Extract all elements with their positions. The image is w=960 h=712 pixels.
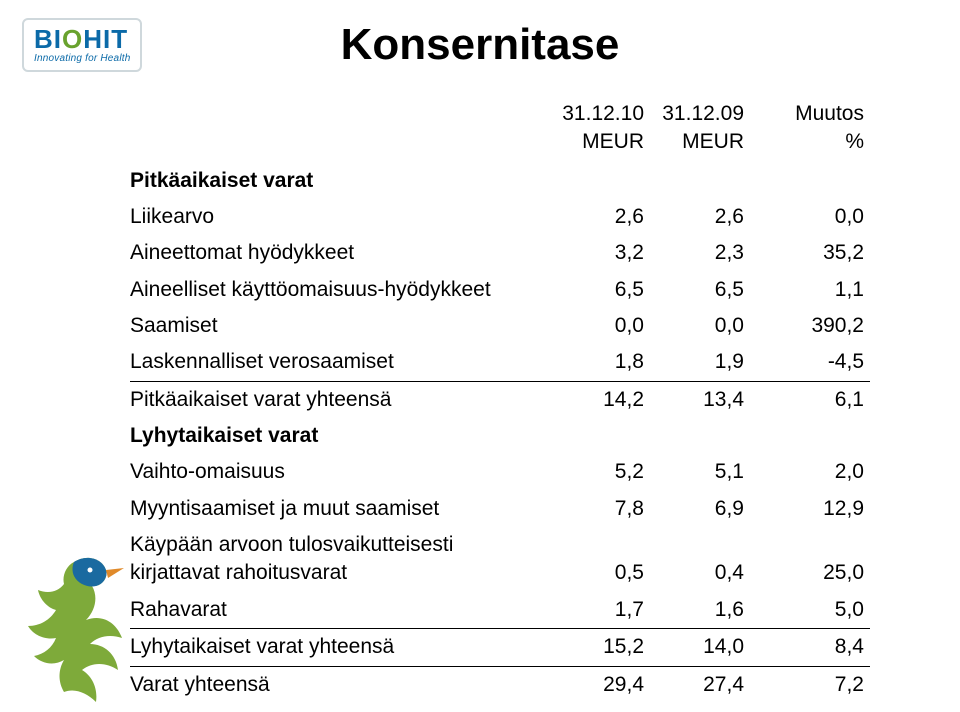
row-value-3: 0,0 xyxy=(750,199,870,235)
table-row: Liikearvo2,62,60,0 xyxy=(130,199,870,235)
row-value-1: 0,0 xyxy=(550,308,650,344)
row-label: Laskennalliset verosaamiset xyxy=(130,344,550,381)
header-empty xyxy=(130,96,550,128)
table-row: Varat yhteensä29,427,47,2 xyxy=(130,666,870,703)
row-label: Rahavarat xyxy=(130,592,550,629)
row-value-3 xyxy=(750,418,870,454)
table-row: Lyhytaikaiset varat xyxy=(130,418,870,454)
table-row: Laskennalliset verosaamiset1,81,9-4,5 xyxy=(130,344,870,381)
page-title: Konsernitase xyxy=(0,20,960,70)
table-row: Rahavarat1,71,65,0 xyxy=(130,592,870,629)
row-label: Lyhytaikaiset varat xyxy=(130,418,550,454)
header-dates-row: 31.12.10 31.12.09 Muutos xyxy=(130,96,870,128)
row-value-1 xyxy=(550,418,650,454)
slide: BIOHIT Innovating for Health Konsernitas… xyxy=(0,0,960,712)
balance-table: 31.12.10 31.12.09 Muutos MEUR MEUR % Pit… xyxy=(130,96,870,703)
header-unit-1: MEUR xyxy=(550,128,650,162)
row-value-2 xyxy=(650,163,750,199)
row-value-1: 6,5 xyxy=(550,272,650,308)
header-date-3: Muutos xyxy=(750,96,870,128)
row-value-3: -4,5 xyxy=(750,344,870,381)
row-value-3: 2,0 xyxy=(750,454,870,490)
row-value-3: 390,2 xyxy=(750,308,870,344)
table-row: Aineelliset käyttöomaisuus-hyödykkeet6,5… xyxy=(130,272,870,308)
balance-table-wrap: 31.12.10 31.12.09 Muutos MEUR MEUR % Pit… xyxy=(130,96,870,703)
row-label: Lyhytaikaiset varat yhteensä xyxy=(130,629,550,666)
row-value-3: 1,1 xyxy=(750,272,870,308)
row-label: Liikearvo xyxy=(130,199,550,235)
row-value-2: 2,3 xyxy=(650,235,750,271)
row-value-1: 1,7 xyxy=(550,592,650,629)
row-value-3: 6,1 xyxy=(750,381,870,418)
header-date-2: 31.12.09 xyxy=(650,96,750,128)
table-head: 31.12.10 31.12.09 Muutos MEUR MEUR % xyxy=(130,96,870,163)
row-value-3: 35,2 xyxy=(750,235,870,271)
row-value-3: 7,2 xyxy=(750,666,870,703)
row-label: Vaihto-omaisuus xyxy=(130,454,550,490)
header-units-row: MEUR MEUR % xyxy=(130,128,870,162)
row-value-2: 1,6 xyxy=(650,592,750,629)
header-empty-2 xyxy=(130,128,550,162)
row-value-1: 14,2 xyxy=(550,381,650,418)
row-value-2: 6,9 xyxy=(650,491,750,527)
table-row: Lyhytaikaiset varat yhteensä15,214,08,4 xyxy=(130,629,870,666)
header-date-1: 31.12.10 xyxy=(550,96,650,128)
row-value-1: 2,6 xyxy=(550,199,650,235)
row-label: Saamiset xyxy=(130,308,550,344)
table-row: Käypään arvoon tulosvaikutteisesti kirja… xyxy=(130,527,870,592)
table-row: Pitkäaikaiset varat yhteensä14,213,46,1 xyxy=(130,381,870,418)
row-value-3 xyxy=(750,163,870,199)
row-value-1: 1,8 xyxy=(550,344,650,381)
table-row: Saamiset0,00,0390,2 xyxy=(130,308,870,344)
table-body: Pitkäaikaiset varatLiikearvo2,62,60,0Ain… xyxy=(130,163,870,703)
row-label: Käypään arvoon tulosvaikutteisesti kirja… xyxy=(130,527,550,592)
hummingbird-icon xyxy=(6,544,126,704)
row-value-1: 3,2 xyxy=(550,235,650,271)
row-value-2: 27,4 xyxy=(650,666,750,703)
row-value-2: 13,4 xyxy=(650,381,750,418)
row-label: Varat yhteensä xyxy=(130,666,550,703)
row-value-1: 0,5 xyxy=(550,527,650,592)
table-row: Vaihto-omaisuus5,25,12,0 xyxy=(130,454,870,490)
row-label: Aineelliset käyttöomaisuus-hyödykkeet xyxy=(130,272,550,308)
row-label: Pitkäaikaiset varat yhteensä xyxy=(130,381,550,418)
row-value-2: 1,9 xyxy=(650,344,750,381)
row-label: Pitkäaikaiset varat xyxy=(130,163,550,199)
row-value-1: 29,4 xyxy=(550,666,650,703)
row-value-2: 6,5 xyxy=(650,272,750,308)
row-value-3: 25,0 xyxy=(750,527,870,592)
row-value-2: 0,4 xyxy=(650,527,750,592)
row-value-2: 0,0 xyxy=(650,308,750,344)
row-value-1 xyxy=(550,163,650,199)
row-value-2: 14,0 xyxy=(650,629,750,666)
row-value-3: 8,4 xyxy=(750,629,870,666)
header-unit-3: % xyxy=(750,128,870,162)
row-value-3: 12,9 xyxy=(750,491,870,527)
table-row: Pitkäaikaiset varat xyxy=(130,163,870,199)
row-label: Myyntisaamiset ja muut saamiset xyxy=(130,491,550,527)
table-row: Aineettomat hyödykkeet3,22,335,2 xyxy=(130,235,870,271)
row-value-2: 2,6 xyxy=(650,199,750,235)
row-value-1: 5,2 xyxy=(550,454,650,490)
row-value-2: 5,1 xyxy=(650,454,750,490)
row-value-3: 5,0 xyxy=(750,592,870,629)
row-value-1: 15,2 xyxy=(550,629,650,666)
row-value-1: 7,8 xyxy=(550,491,650,527)
row-label: Aineettomat hyödykkeet xyxy=(130,235,550,271)
row-value-2 xyxy=(650,418,750,454)
header-unit-2: MEUR xyxy=(650,128,750,162)
table-row: Myyntisaamiset ja muut saamiset7,86,912,… xyxy=(130,491,870,527)
